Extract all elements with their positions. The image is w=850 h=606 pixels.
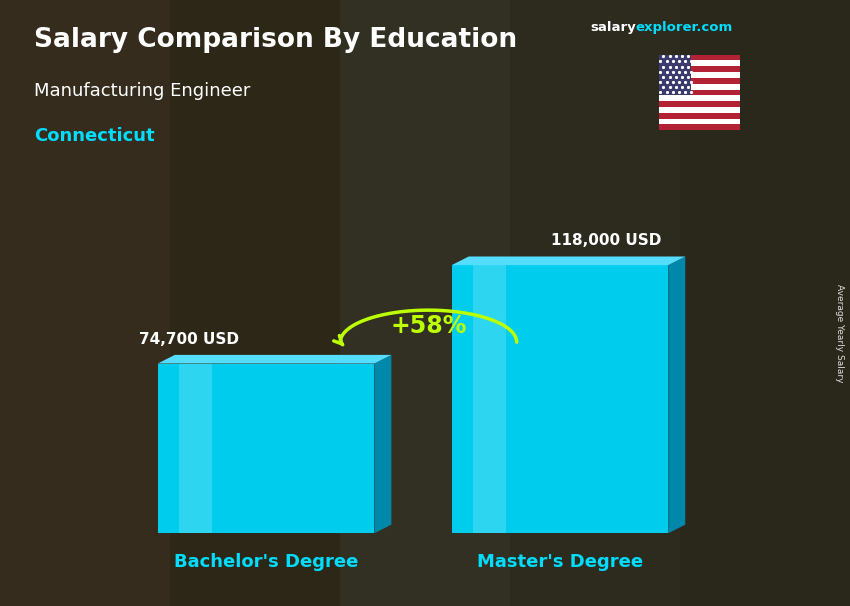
Polygon shape bbox=[451, 256, 685, 265]
Bar bbox=[659, 78, 740, 84]
Text: 118,000 USD: 118,000 USD bbox=[551, 233, 661, 248]
Bar bbox=[170, 0, 340, 606]
Bar bbox=[179, 364, 212, 533]
Bar bbox=[340, 0, 510, 606]
Bar bbox=[659, 61, 740, 66]
Bar bbox=[659, 66, 740, 72]
Bar bbox=[451, 265, 668, 533]
Bar bbox=[659, 84, 740, 90]
Bar bbox=[659, 72, 740, 78]
Polygon shape bbox=[158, 355, 391, 364]
Text: Manufacturing Engineer: Manufacturing Engineer bbox=[34, 82, 251, 100]
Bar bbox=[659, 55, 740, 61]
Bar bbox=[659, 107, 740, 113]
Bar bbox=[510, 0, 680, 606]
Text: Average Yearly Salary: Average Yearly Salary bbox=[835, 284, 844, 382]
Bar bbox=[158, 364, 374, 533]
Text: +58%: +58% bbox=[390, 313, 467, 338]
Bar bbox=[473, 265, 506, 533]
Bar bbox=[659, 55, 691, 95]
Bar bbox=[659, 101, 740, 107]
Bar bbox=[680, 0, 850, 606]
Bar bbox=[659, 90, 740, 95]
Bar bbox=[659, 113, 740, 119]
Bar bbox=[659, 119, 740, 124]
Bar bbox=[659, 124, 740, 130]
Bar bbox=[659, 95, 740, 101]
Text: Connecticut: Connecticut bbox=[34, 127, 155, 145]
Text: 74,700 USD: 74,700 USD bbox=[139, 332, 239, 347]
Polygon shape bbox=[668, 256, 685, 533]
Bar bbox=[0, 0, 170, 606]
Text: explorer.com: explorer.com bbox=[636, 21, 733, 34]
Text: salary: salary bbox=[591, 21, 637, 34]
Text: Salary Comparison By Education: Salary Comparison By Education bbox=[34, 27, 517, 53]
Polygon shape bbox=[374, 355, 391, 533]
